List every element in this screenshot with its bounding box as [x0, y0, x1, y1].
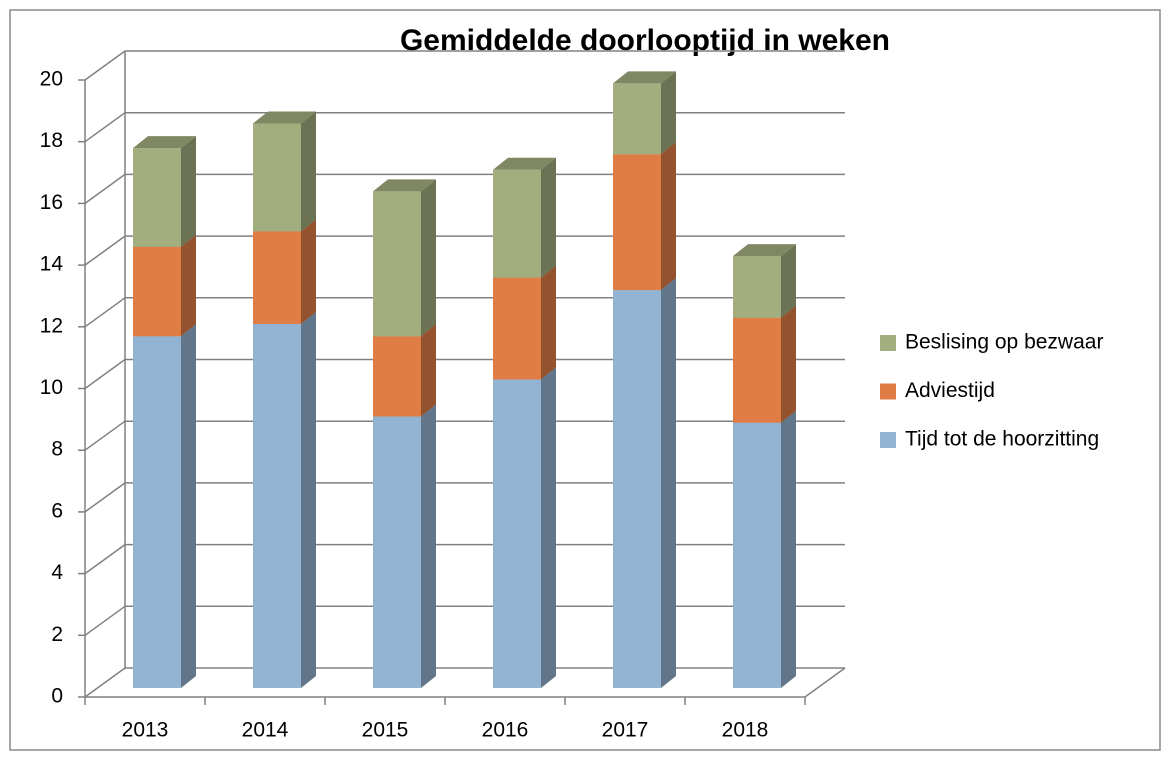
- grid-line: [84, 482, 126, 513]
- x-tick-label: 2014: [242, 719, 289, 742]
- bar-segment: [373, 191, 421, 337]
- legend-swatch: [880, 432, 896, 448]
- legend-label: Tijd tot de hoorzitting: [905, 428, 1099, 451]
- bar-top: [613, 71, 676, 84]
- bar-segment: [493, 169, 541, 278]
- y-tick-label: 0: [51, 685, 63, 708]
- legend-label: Beslising op bezwaar: [905, 331, 1103, 354]
- bar-top: [133, 136, 196, 149]
- bar-segment: [253, 323, 301, 688]
- chart-frame: [9, 9, 1161, 751]
- legend-swatch: [880, 383, 896, 400]
- bar-segment: [493, 277, 541, 380]
- bar-side: [181, 234, 196, 337]
- y-tick-label: 8: [51, 438, 63, 461]
- bar-side: [541, 265, 556, 380]
- bar-top: [253, 111, 316, 124]
- grid-line: [84, 50, 126, 81]
- bar-segment: [613, 290, 661, 688]
- y-tick-label: 6: [51, 499, 63, 522]
- bar-side: [301, 111, 316, 232]
- grid-line: [84, 605, 126, 636]
- y-tick-label: 10: [40, 376, 63, 399]
- bar-segment: [733, 317, 781, 423]
- y-tick-label: 16: [40, 191, 63, 214]
- bar-segment: [613, 154, 661, 291]
- bar-segment: [733, 256, 781, 318]
- grid-line: [84, 297, 126, 328]
- bar-top: [733, 244, 796, 257]
- bar-segment: [373, 416, 421, 688]
- legend-label: Adviestijd: [905, 379, 995, 402]
- grid-line: [84, 358, 126, 390]
- bar-side: [781, 244, 796, 318]
- y-tick-label: 18: [40, 129, 63, 152]
- y-tick-label: 14: [40, 253, 64, 276]
- bar-side: [301, 219, 316, 324]
- bar-side: [421, 404, 436, 688]
- grid-line: [84, 667, 126, 698]
- y-tick-label: 2: [51, 623, 63, 646]
- bar-segment: [253, 123, 301, 232]
- grid-line: [84, 543, 126, 575]
- bar-segment: [253, 231, 301, 324]
- bar-segment: [133, 246, 181, 337]
- x-tick-label: 2016: [482, 719, 529, 742]
- bar-segment: [373, 336, 421, 417]
- bar-segment: [613, 83, 661, 155]
- bar-side: [541, 157, 556, 278]
- x-tick-label: 2018: [722, 719, 769, 742]
- y-tick-label: 12: [40, 314, 63, 337]
- bar-side: [661, 278, 676, 688]
- y-tick-label: 4: [51, 561, 63, 584]
- y-tick-label: 20: [40, 68, 63, 91]
- x-tick-label: 2017: [602, 719, 649, 742]
- bar-segment: [133, 336, 181, 688]
- bar-side: [301, 311, 316, 688]
- grid-line: [84, 420, 126, 451]
- bar-segment: [493, 379, 541, 688]
- bar-side: [421, 179, 436, 337]
- bar-top: [373, 179, 436, 192]
- bar-side: [541, 367, 556, 688]
- legend-swatch: [880, 335, 896, 351]
- grid-line: [84, 173, 126, 205]
- grid-line: [84, 235, 126, 266]
- bar-side: [661, 71, 676, 155]
- chart-title: Gemiddelde doorlooptijd in weken: [400, 24, 890, 57]
- bar-segment: [733, 422, 781, 688]
- bar-top: [493, 157, 556, 170]
- bar-side: [781, 410, 796, 688]
- grid-line: [84, 112, 126, 143]
- bar-side: [781, 305, 796, 423]
- bar-side: [181, 324, 196, 688]
- bar-side: [181, 136, 196, 247]
- x-tick-label: 2015: [362, 719, 409, 742]
- bar-side: [661, 142, 676, 291]
- bar-segment: [133, 148, 181, 247]
- x-tick-label: 2013: [122, 719, 169, 742]
- bar-side: [421, 324, 436, 417]
